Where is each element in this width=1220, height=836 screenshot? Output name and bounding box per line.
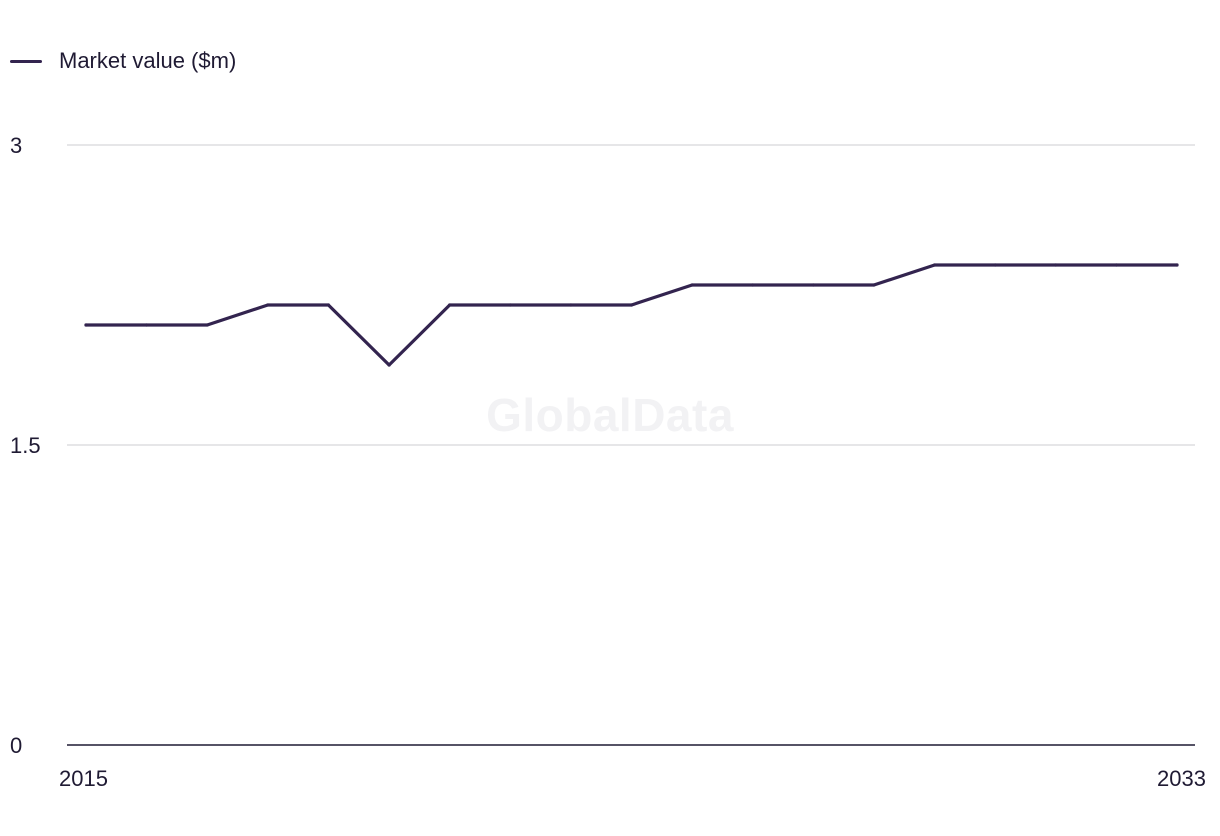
data-point (84, 323, 88, 327)
data-point (872, 283, 876, 287)
data-point (326, 303, 330, 307)
y-tick-label: 0 (10, 733, 22, 758)
data-point (690, 283, 694, 287)
data-point (993, 263, 997, 267)
y-tick-label: 1.5 (10, 433, 41, 458)
data-point (508, 303, 512, 307)
data-point (1114, 263, 1118, 267)
data-point (751, 283, 755, 287)
data-point (145, 323, 149, 327)
y-tick-label: 3 (10, 133, 22, 158)
x-tick-label: 2033 (1157, 766, 1206, 791)
series-line (84, 263, 1179, 367)
legend-swatch (10, 59, 42, 63)
data-point (933, 263, 937, 267)
x-tick-label: 2015 (59, 766, 108, 791)
data-point (1054, 263, 1058, 267)
data-point (205, 323, 209, 327)
data-point (629, 303, 634, 307)
watermark: GlobalData (486, 389, 734, 441)
data-point (448, 303, 452, 307)
data-point (569, 303, 573, 307)
data-point (266, 303, 270, 307)
data-point (811, 283, 815, 287)
legend: Market value ($m) (10, 46, 236, 76)
data-point (387, 363, 391, 367)
data-point (1175, 263, 1179, 267)
legend-label: Market value ($m) (59, 48, 237, 73)
